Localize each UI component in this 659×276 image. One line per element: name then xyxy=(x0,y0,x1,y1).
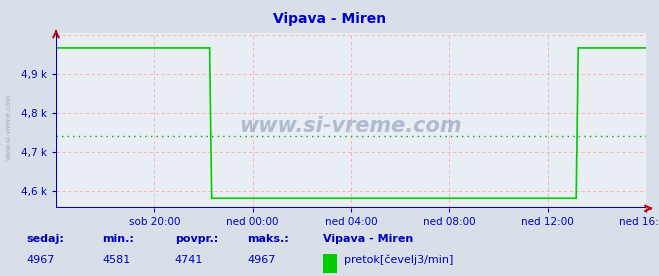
Text: maks.:: maks.: xyxy=(247,234,289,244)
Text: www.si-vreme.com: www.si-vreme.com xyxy=(240,116,462,136)
Text: povpr.:: povpr.: xyxy=(175,234,218,244)
Text: 4967: 4967 xyxy=(26,255,55,265)
Text: 4967: 4967 xyxy=(247,255,275,265)
Text: min.:: min.: xyxy=(102,234,134,244)
Text: sedaj:: sedaj: xyxy=(26,234,64,244)
Text: 4741: 4741 xyxy=(175,255,203,265)
Text: pretok[čevelj3/min]: pretok[čevelj3/min] xyxy=(344,254,453,265)
Text: www.si-vreme.com: www.si-vreme.com xyxy=(5,94,11,160)
Text: Vipava - Miren: Vipava - Miren xyxy=(273,12,386,26)
Text: Vipava - Miren: Vipava - Miren xyxy=(323,234,413,244)
Text: 4581: 4581 xyxy=(102,255,130,265)
